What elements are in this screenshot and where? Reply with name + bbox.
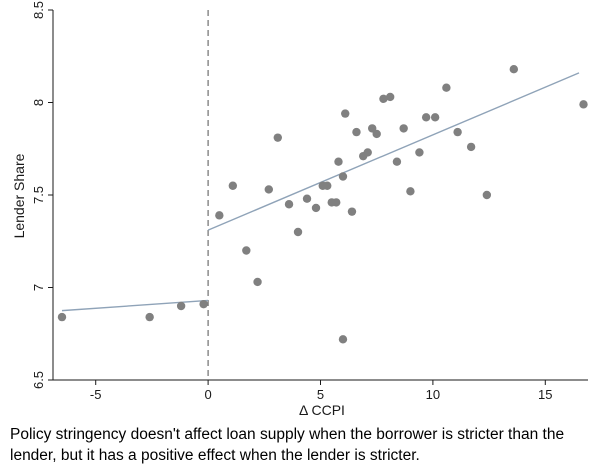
figure-caption: Policy stringency doesn't affect loan su… bbox=[10, 426, 565, 464]
data-point bbox=[352, 127, 361, 137]
data-point bbox=[453, 127, 462, 137]
data-point bbox=[379, 94, 388, 104]
data-point bbox=[341, 109, 350, 118]
data-point bbox=[466, 142, 476, 152]
data-point bbox=[509, 65, 519, 74]
scatter-chart: -5 0 5 10 15 6.5 7 7.5 8 8.5 Δ CCPI Lender Share bbox=[11, 1, 588, 418]
data-point bbox=[368, 124, 377, 133]
y-tick-label: 7.5 bbox=[31, 186, 46, 204]
data-point bbox=[442, 83, 451, 92]
data-point bbox=[145, 312, 154, 322]
x-tick-label: -5 bbox=[90, 387, 102, 402]
data-point bbox=[347, 207, 357, 216]
data-point bbox=[421, 113, 431, 122]
data-point bbox=[334, 157, 343, 166]
fit-line-layer bbox=[61, 72, 580, 312]
y-tick-label: 6.5 bbox=[31, 371, 46, 389]
data-point bbox=[385, 92, 395, 102]
data-point bbox=[57, 312, 67, 322]
y-axis-title: Lender Share bbox=[11, 153, 27, 238]
x-tick-label: 5 bbox=[317, 387, 324, 402]
data-point bbox=[293, 227, 303, 237]
x-tick-label: 10 bbox=[426, 387, 440, 402]
x-axis-title: Δ CCPI bbox=[299, 402, 345, 418]
y-tick-label: 8 bbox=[31, 99, 46, 106]
axes: -5 0 5 10 15 6.5 7 7.5 8 8.5 bbox=[31, 1, 588, 402]
data-point bbox=[482, 190, 492, 200]
data-point bbox=[284, 200, 294, 209]
data-point bbox=[242, 246, 251, 255]
data-point bbox=[579, 100, 588, 109]
data-point bbox=[311, 203, 321, 213]
y-tick-label: 7 bbox=[31, 284, 46, 291]
x-tick-label: 15 bbox=[538, 387, 552, 402]
data-point bbox=[273, 133, 282, 142]
fit-line-right bbox=[207, 72, 580, 231]
data-point bbox=[406, 187, 415, 196]
data-point bbox=[323, 181, 332, 190]
data-point bbox=[332, 198, 341, 207]
data-point bbox=[302, 194, 312, 203]
y-tick-label: 8.5 bbox=[31, 1, 46, 19]
fit-line-left bbox=[61, 299, 209, 312]
data-point bbox=[415, 148, 424, 157]
data-point bbox=[199, 299, 208, 309]
data-point bbox=[176, 301, 186, 311]
data-point-layer bbox=[57, 65, 588, 344]
data-point bbox=[215, 211, 224, 220]
data-point bbox=[253, 277, 262, 287]
data-point bbox=[338, 335, 348, 344]
data-point bbox=[399, 124, 408, 133]
data-point bbox=[264, 185, 273, 194]
data-point bbox=[392, 157, 402, 166]
data-point bbox=[363, 148, 372, 157]
data-point bbox=[228, 181, 238, 190]
data-point bbox=[338, 172, 348, 181]
data-point bbox=[430, 113, 440, 122]
data-point bbox=[372, 129, 381, 139]
x-tick-label: 0 bbox=[204, 387, 211, 402]
